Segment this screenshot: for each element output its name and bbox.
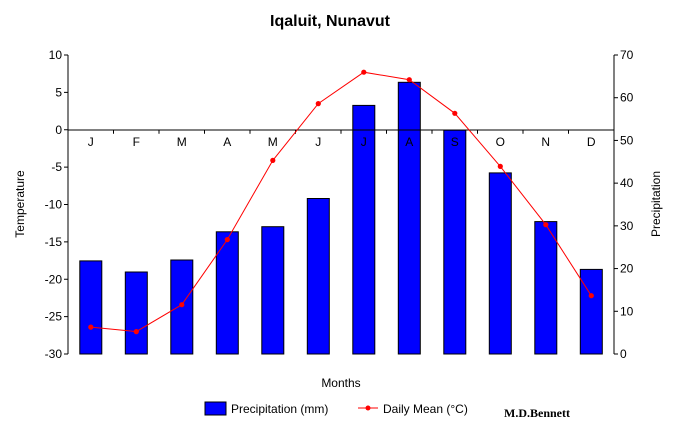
temp-point — [406, 77, 412, 83]
precip-bar — [215, 231, 239, 355]
right-tick-label: 60 — [620, 91, 634, 105]
category-label: N — [541, 135, 550, 149]
left-tick-label: -30 — [45, 347, 63, 361]
right-tick-label: 50 — [620, 133, 634, 147]
left-tick-label: -25 — [45, 310, 63, 324]
temp-point — [452, 110, 458, 116]
legend-precip-swatch — [204, 401, 227, 416]
legend-precip-label: Precipitation (mm) — [231, 402, 328, 416]
category-label: D — [587, 135, 596, 149]
legend: Precipitation (mm) Daily Mean (°C) — [204, 401, 468, 416]
left-tick-label: -5 — [51, 160, 62, 174]
left-tick-label: 5 — [55, 85, 62, 99]
temp-point — [270, 157, 276, 163]
category-label: J — [88, 135, 94, 149]
precip-bar — [443, 129, 467, 355]
left-tick-label: 0 — [55, 123, 62, 137]
legend-temp-marker — [365, 405, 371, 411]
category-label: O — [496, 135, 505, 149]
right-tick-label: 0 — [620, 347, 627, 361]
chart-title: Iqaluit, Nunavut — [270, 13, 391, 30]
y-left-label: Temperature — [13, 170, 27, 238]
left-tick-label: -15 — [45, 235, 63, 249]
legend-temp-label: Daily Mean (°C) — [383, 402, 468, 416]
temp-point — [224, 237, 230, 243]
category-label: A — [223, 135, 231, 149]
right-tick-label: 30 — [620, 219, 634, 233]
precip-bar — [397, 81, 421, 355]
category-label: A — [405, 135, 413, 149]
right-tick-label: 70 — [620, 48, 634, 62]
precip-bar — [352, 104, 376, 355]
temp-point — [315, 101, 321, 107]
precip-bar — [579, 268, 603, 355]
temp-point — [543, 222, 549, 228]
temperature-line — [88, 69, 594, 335]
axes — [67, 55, 615, 354]
precip-bar — [488, 172, 512, 355]
right-axis-ticks: 70 60 50 40 30 20 10 0 — [614, 48, 634, 361]
category-label: M — [268, 135, 278, 149]
temp-point — [588, 293, 594, 299]
temp-point — [361, 69, 367, 75]
category-label: F — [133, 135, 140, 149]
category-label: M — [177, 135, 187, 149]
temp-point — [133, 329, 139, 335]
precipitation-bars — [79, 81, 603, 355]
precip-bar — [534, 221, 558, 355]
precip-bar — [124, 271, 148, 355]
x-axis-label: Months — [321, 376, 360, 390]
temp-point — [179, 302, 185, 308]
temp-line — [90, 71, 592, 333]
precip-bar — [306, 198, 330, 355]
right-tick-label: 20 — [620, 262, 634, 276]
credit: M.D.Bennett — [504, 406, 570, 420]
precip-bar — [79, 260, 103, 355]
category-label: J — [361, 135, 367, 149]
precip-bar — [261, 226, 285, 355]
category-label: S — [451, 135, 459, 149]
left-tick-label: -10 — [45, 198, 63, 212]
temp-point — [88, 324, 94, 330]
right-tick-label: 40 — [620, 176, 634, 190]
category-label: J — [315, 135, 321, 149]
right-tick-label: 10 — [620, 304, 634, 318]
temp-point — [497, 163, 503, 169]
y-right-label: Precipitation — [649, 171, 663, 237]
left-tick-label: -20 — [45, 272, 63, 286]
left-axis-ticks: 10 5 0 -5 -10 -15 -20 -25 -30 — [45, 48, 68, 361]
left-tick-label: 10 — [49, 48, 63, 62]
